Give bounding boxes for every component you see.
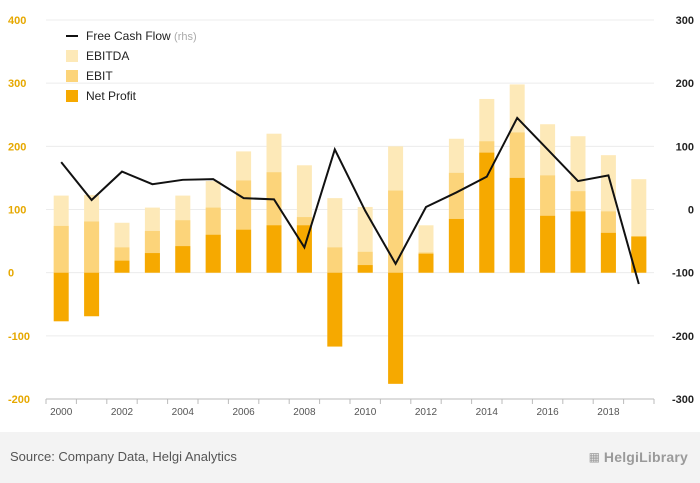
chart-area: -200 -100 0 100 200 300 400 -300 -200 -100 0 100 200…: [8, 15, 694, 418]
brand-logo: ▦ HelgiLibrary: [589, 449, 688, 465]
bar-net-profit: [631, 236, 647, 273]
bar-net-profit: [53, 272, 69, 322]
right-axis-tick-label: -100: [672, 268, 694, 280]
bar-net-profit: [205, 234, 221, 273]
legend-swatch-ebit: [66, 70, 78, 82]
legend-label-free-cash-flow: Free Cash Flow (rhs): [86, 29, 197, 43]
legend-label-net-profit: Net Profit: [86, 89, 137, 103]
right-axis-tick-label: -300: [672, 394, 694, 406]
bar-ebit: [327, 247, 343, 273]
right-axis-tick-label: 200: [676, 78, 694, 90]
legend-label-ebit: EBIT: [86, 69, 113, 83]
bar-net-profit: [114, 260, 130, 273]
bar-net-profit: [175, 246, 191, 273]
bar-net-profit: [600, 232, 616, 273]
source-note: Source: Company Data, Helgi Analytics: [10, 449, 237, 464]
bar-net-profit: [266, 225, 282, 273]
left-axis-tick-label: 400: [8, 15, 26, 27]
right-axis-tick-label: 0: [688, 205, 694, 217]
footer-background: [0, 432, 700, 483]
bar-net-profit: [540, 215, 556, 273]
library-icon: ▦: [588, 450, 600, 464]
bar-net-profit: [418, 253, 434, 273]
left-axis-tick-label: -100: [8, 331, 30, 343]
left-axis-tick-label: 100: [8, 205, 26, 217]
legend-suffix-rhs: (rhs): [174, 31, 197, 43]
bar-net-profit: [327, 272, 343, 347]
legend-swatch-net-profit: [66, 90, 78, 102]
bar-net-profit: [479, 152, 495, 273]
bar-net-profit: [84, 272, 100, 317]
right-axis-tick-label: 300: [676, 15, 694, 27]
bar-ebit: [84, 221, 100, 273]
bar-net-profit: [144, 253, 160, 273]
x-axis-tick-label: 2018: [597, 407, 620, 418]
bar-ebit: [388, 190, 404, 273]
x-axis-tick-label: 2010: [354, 407, 377, 418]
left-axis-tick-label: 300: [8, 78, 26, 90]
x-axis-tick-label: 2014: [476, 407, 499, 418]
bar-net-profit: [388, 272, 404, 384]
x-axis-tick-label: 2006: [232, 407, 255, 418]
brand-name: HelgiLibrary: [603, 449, 688, 465]
free-cash-flow-line: [60, 116, 640, 285]
x-axis-tick-label: 2002: [111, 407, 134, 418]
right-axis-tick-label: 100: [676, 141, 694, 153]
x-axis-tick-label: 2012: [415, 407, 438, 418]
bar-net-profit: [509, 177, 525, 273]
x-axis-tick-label: 2016: [536, 407, 559, 418]
bar-ebit: [53, 225, 69, 273]
bar-net-profit: [448, 218, 464, 273]
left-axis-tick-label: -200: [8, 394, 30, 406]
bar-net-profit: [236, 229, 252, 273]
bar-net-profit: [570, 211, 586, 273]
x-axis-tick-label: 2000: [50, 407, 73, 418]
left-axis-tick-label: 0: [8, 268, 14, 280]
legend-swatch-ebitda: [66, 50, 78, 62]
legend-label-ebitda: EBITDA: [86, 49, 129, 63]
x-axis-tick-label: 2004: [172, 407, 195, 418]
right-axis-tick-label: -200: [672, 331, 694, 343]
x-axis-tick-label: 2008: [293, 407, 316, 418]
bar-net-profit: [357, 265, 373, 273]
left-axis-tick-label: 200: [8, 141, 26, 153]
